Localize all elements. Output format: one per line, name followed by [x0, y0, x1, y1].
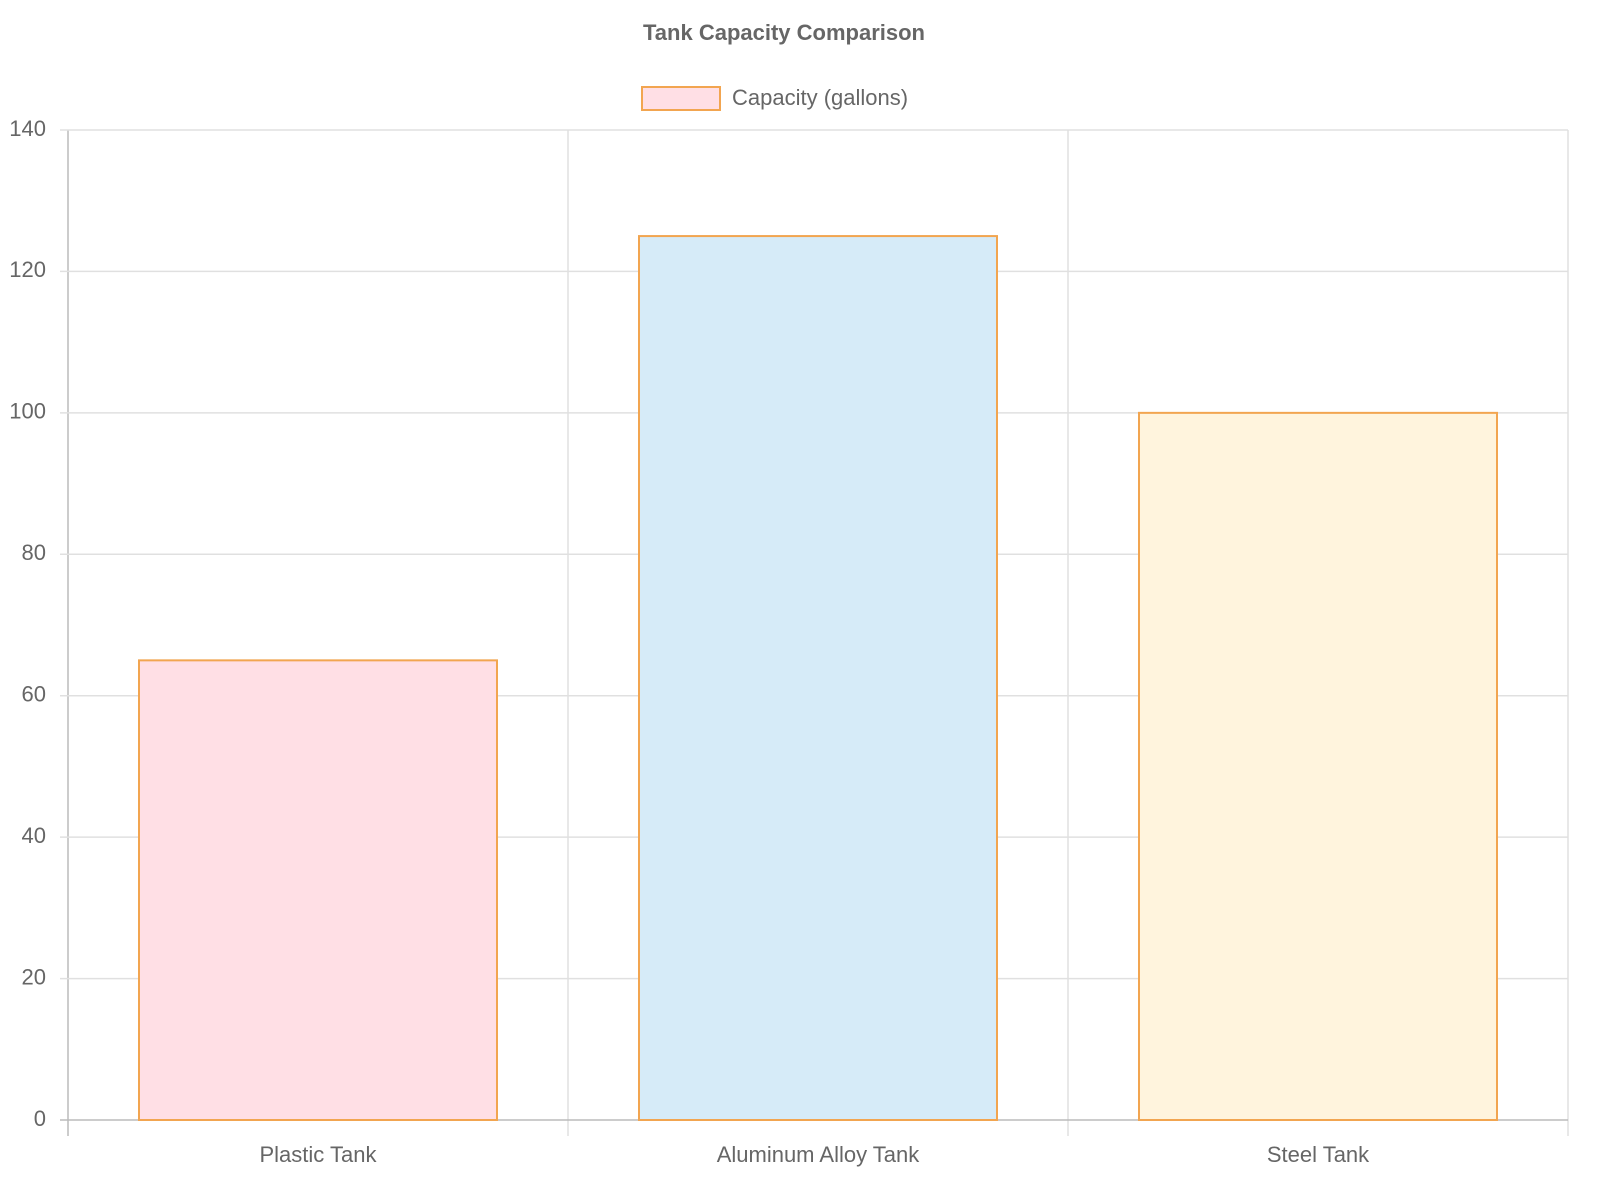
y-tick-label: 40	[22, 823, 46, 848]
y-tick-label: 100	[9, 399, 46, 424]
y-tick-label: 20	[22, 964, 46, 989]
y-tick-label: 140	[9, 116, 46, 141]
y-tick-label: 0	[34, 1106, 46, 1131]
legend-swatch	[641, 86, 721, 111]
bar	[1138, 411, 1498, 1122]
legend-label: Capacity (gallons)	[732, 85, 908, 110]
y-tick-label: 60	[22, 682, 46, 707]
chart-title: Tank Capacity Comparison	[643, 20, 925, 45]
x-tick-label: Steel Tank	[1267, 1142, 1370, 1167]
x-tick-label: Aluminum Alloy Tank	[717, 1142, 921, 1167]
bar	[638, 235, 998, 1122]
x-tick-label: Plastic Tank	[260, 1142, 378, 1167]
y-tick-label: 120	[9, 257, 46, 282]
bar	[138, 659, 498, 1121]
y-tick-label: 80	[22, 540, 46, 565]
